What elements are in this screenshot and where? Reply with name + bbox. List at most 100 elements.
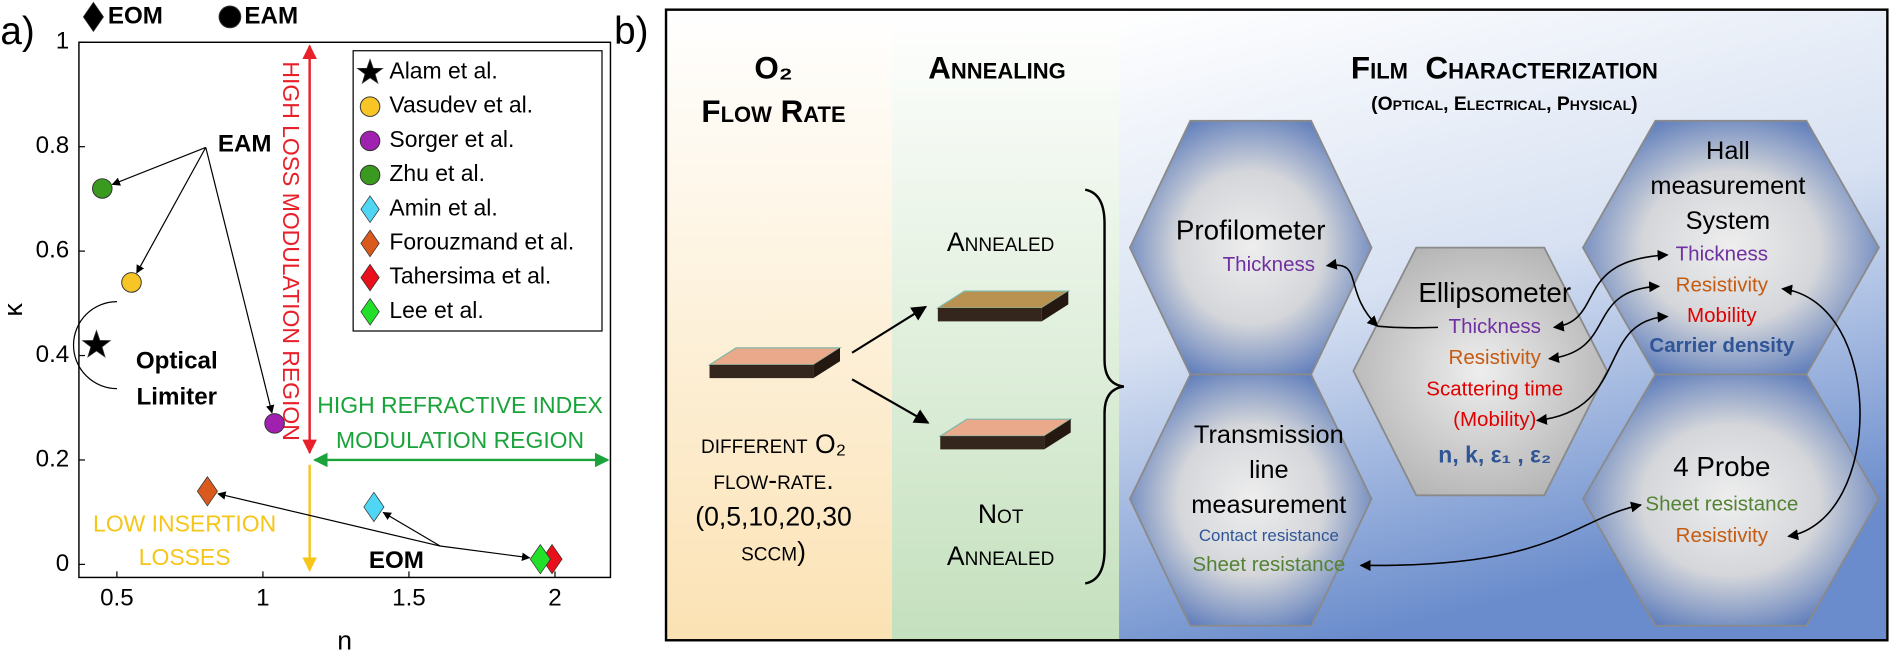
sample-not-annealed bbox=[938, 418, 1073, 450]
y-tick-label: 0.4 bbox=[36, 341, 70, 368]
column-bg bbox=[667, 10, 892, 641]
region-label: HIGH REFRACTIVE INDEX bbox=[317, 392, 602, 418]
connector bbox=[1781, 284, 1861, 541]
panel-label: b) bbox=[614, 10, 648, 53]
legend-label: Sorger et al. bbox=[389, 126, 514, 152]
annotation: Limiter bbox=[137, 384, 218, 411]
annotation-arrow bbox=[382, 511, 441, 547]
legend-label: Tahersima et al. bbox=[389, 263, 551, 289]
x-tick-label: 0.5 bbox=[100, 585, 134, 612]
sample-side bbox=[1041, 291, 1069, 322]
marker bbox=[360, 229, 380, 258]
column-subtitle: (Optical, Electrical, Physical) bbox=[1371, 94, 1637, 115]
annotation-arrow bbox=[217, 491, 441, 547]
annotation-arrow bbox=[111, 146, 206, 186]
x-tick-label: 2 bbox=[548, 585, 561, 612]
panel-b: O₂ Flow Rate Annealing Film Characteriza… bbox=[664, 8, 1889, 642]
marker bbox=[82, 1, 104, 33]
legend-box bbox=[352, 50, 603, 332]
connector bbox=[1325, 258, 1379, 327]
column-bg bbox=[891, 10, 1120, 641]
legend-label: Zhu et al. bbox=[389, 160, 485, 186]
marker-key-label: EOM bbox=[108, 2, 163, 29]
sample-side bbox=[937, 308, 1042, 322]
legend-label: Alam et al. bbox=[389, 58, 497, 84]
region-label: MODULATION REGION bbox=[336, 427, 584, 453]
marker bbox=[121, 272, 142, 293]
marker bbox=[529, 543, 551, 575]
sample-side bbox=[1044, 419, 1071, 450]
property: Sheet resistance bbox=[1192, 553, 1345, 576]
sample-side bbox=[709, 364, 814, 379]
technique-title: line bbox=[1249, 456, 1288, 484]
legend-label: Forouzmand et al. bbox=[389, 228, 574, 254]
marker bbox=[360, 263, 380, 292]
marker bbox=[92, 178, 113, 199]
property: Sheet resistance bbox=[1645, 492, 1798, 515]
marker bbox=[360, 195, 380, 224]
region-label: LOSSES bbox=[139, 544, 231, 570]
property: Resistivity bbox=[1676, 524, 1769, 547]
technique-title: Hall bbox=[1706, 137, 1750, 165]
marker bbox=[360, 297, 380, 326]
x-tick-label: 1 bbox=[256, 585, 269, 612]
sample-side bbox=[813, 347, 840, 379]
marker-key-label: EAM bbox=[244, 2, 298, 29]
brace bbox=[1084, 188, 1125, 585]
annotation: EAM bbox=[218, 130, 272, 157]
x-tick-label: 1.5 bbox=[392, 585, 426, 612]
sample-input bbox=[707, 347, 843, 379]
property: Mobility bbox=[1687, 304, 1757, 327]
marker bbox=[81, 329, 112, 358]
marker bbox=[363, 491, 385, 523]
connector bbox=[1359, 501, 1642, 571]
property: Resistivity bbox=[1449, 346, 1542, 369]
sample-side bbox=[940, 436, 1045, 450]
property: Carrier density bbox=[1649, 334, 1794, 357]
sample-text: sccm) bbox=[741, 536, 806, 566]
annotation: EOM bbox=[369, 547, 424, 574]
marker bbox=[359, 164, 381, 186]
annotation: Optical bbox=[136, 347, 218, 374]
sample-text: flow-rate. bbox=[713, 465, 833, 495]
technique-title: Ellipsometer bbox=[1418, 277, 1571, 308]
property: Thickness bbox=[1676, 242, 1768, 265]
technique-title: measurement bbox=[1191, 491, 1346, 519]
property: Scattering time bbox=[1426, 378, 1563, 401]
column-title: Annealing bbox=[928, 50, 1066, 85]
column-title: Film Characterization bbox=[1351, 50, 1658, 85]
column-title: Flow Rate bbox=[701, 94, 845, 129]
y-tick-label: 0 bbox=[56, 550, 69, 577]
y-tick-label: 1 bbox=[56, 28, 69, 55]
column-title: O₂ bbox=[754, 50, 792, 85]
marker bbox=[196, 476, 218, 507]
property: Thickness bbox=[1223, 253, 1315, 276]
legend-label: Lee et al. bbox=[389, 297, 483, 323]
property: Resistivity bbox=[1676, 274, 1769, 297]
property: Contact resistance bbox=[1199, 526, 1339, 545]
property: n, k, ε₁ , ε₂ bbox=[1438, 442, 1551, 468]
marker bbox=[359, 96, 381, 117]
annotation-arc bbox=[72, 301, 117, 390]
connector bbox=[1377, 325, 1438, 329]
marker bbox=[264, 413, 285, 434]
x-axis-label: n bbox=[337, 626, 352, 656]
property: (Mobility) bbox=[1453, 408, 1536, 431]
annotation-arrow bbox=[440, 545, 531, 561]
property: Thickness bbox=[1449, 315, 1541, 338]
technique-title: 4 Probe bbox=[1673, 451, 1770, 482]
sample-label: Not bbox=[978, 499, 1024, 529]
sample-text: (0,5,10,20,30 bbox=[695, 501, 852, 531]
panel-label: a) bbox=[0, 10, 34, 53]
annotation-arrow bbox=[136, 147, 207, 274]
legend-label: Amin et al. bbox=[389, 194, 497, 220]
arrow bbox=[851, 378, 930, 424]
frame bbox=[664, 8, 1889, 642]
sample-annealed bbox=[935, 290, 1071, 322]
y-tick-label: 0.2 bbox=[36, 445, 70, 472]
annotation-arrow bbox=[205, 147, 275, 414]
